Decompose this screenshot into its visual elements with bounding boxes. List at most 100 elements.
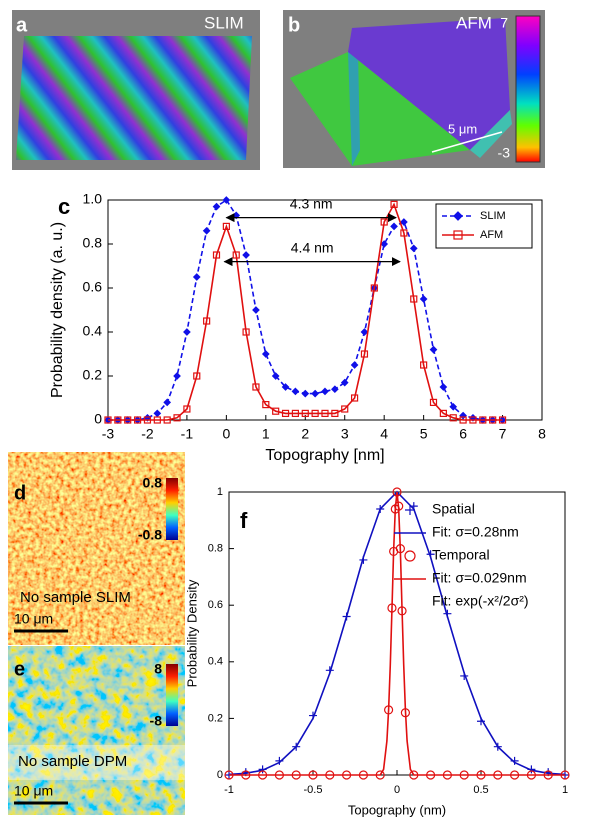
y-axis-label: Probability Density — [184, 579, 199, 687]
marker — [212, 251, 221, 259]
colorbar-label: -3 — [498, 145, 511, 161]
marker — [173, 414, 181, 422]
x-axis-label: Topography (nm) — [348, 802, 446, 817]
y-tick-label: 0.8 — [83, 235, 103, 251]
y-tick-label: 1.0 — [83, 191, 103, 207]
colorbar — [166, 478, 178, 540]
marker — [360, 350, 369, 358]
legend-label: AFM — [480, 229, 503, 241]
marker — [271, 372, 280, 380]
marker — [104, 416, 112, 424]
marker — [409, 244, 418, 253]
marker — [449, 402, 458, 411]
x-tick-label: -2 — [141, 426, 154, 442]
marker — [380, 240, 389, 248]
x-tick-label: 7 — [499, 426, 507, 442]
scale-label: 5 μm — [448, 121, 477, 136]
marker — [252, 383, 260, 391]
afm-edge — [470, 110, 512, 158]
marker — [469, 416, 477, 424]
colorbar-label: 0.8 — [143, 475, 163, 491]
marker — [321, 387, 329, 396]
x-tick-label: 6 — [459, 426, 467, 442]
panel-d: d 0.8 -0.8 No sample SLIM 10 μm — [8, 452, 185, 645]
legend-label: Fit: σ=0.28nm — [432, 524, 519, 540]
marker — [153, 416, 161, 424]
annotation-label: 4.4 nm — [291, 239, 334, 255]
x-tick-label: 0 — [222, 426, 230, 442]
scale-label: 10 μm — [14, 783, 53, 799]
y-tick-label: 0.2 — [208, 712, 223, 724]
y-tick-label: 1 — [217, 486, 223, 498]
y-tick-label: 0.4 — [83, 323, 103, 339]
marker — [350, 394, 359, 402]
colorbar — [166, 664, 178, 726]
x-tick-label: 1 — [562, 784, 568, 796]
marker — [390, 222, 398, 231]
marker — [291, 387, 300, 396]
marker — [429, 345, 438, 354]
marker — [272, 407, 280, 415]
afm-surface-low — [290, 52, 470, 166]
marker — [252, 306, 260, 314]
x-tick-label: 0 — [394, 784, 400, 796]
y-tick-label: 0.6 — [208, 599, 223, 611]
colorbar-label: -8 — [150, 713, 163, 729]
legend-label: Temporal — [432, 547, 490, 563]
marker — [311, 389, 319, 398]
marker — [331, 385, 339, 394]
x-tick-label: 1 — [262, 426, 270, 442]
x-tick-label: -1 — [224, 784, 234, 796]
marker — [429, 398, 438, 406]
marker — [222, 222, 230, 230]
marker — [202, 226, 211, 235]
slim-noise-image — [8, 452, 185, 645]
legend-box — [435, 203, 533, 249]
x-tick-label: 5 — [420, 426, 428, 442]
panel-e: e 8 -8 No sample DPM 10 μm — [8, 646, 185, 815]
marker — [459, 411, 467, 420]
legend-label: Fit: σ=0.029nm — [432, 570, 527, 586]
y-tick-label: 0.8 — [208, 543, 223, 555]
marker — [341, 405, 349, 413]
x-tick-label: 8 — [538, 426, 546, 442]
marker — [390, 200, 398, 208]
y-axis-label: Probability density (a. u.) — [49, 222, 66, 398]
y-tick-label: 0.6 — [83, 279, 103, 295]
marker — [301, 389, 310, 398]
afm-step — [348, 50, 360, 166]
series-line — [229, 491, 565, 776]
annotation-label: 4.3 nm — [290, 195, 333, 211]
y-tick-label: 0 — [217, 769, 223, 781]
marker — [124, 416, 132, 424]
marker — [173, 372, 181, 380]
legend-marker — [404, 550, 416, 562]
scale-arrow — [431, 131, 503, 153]
marker — [163, 416, 171, 424]
panel-label: d — [14, 482, 26, 504]
scale-label: 10 μm — [14, 611, 53, 627]
marker — [153, 409, 162, 418]
marker — [449, 414, 457, 422]
marker — [222, 196, 231, 204]
marker — [419, 295, 428, 303]
colorbar-label: 8 — [154, 661, 162, 677]
marker — [489, 416, 497, 424]
legend-marker — [453, 230, 463, 240]
marker — [281, 409, 290, 417]
marker — [183, 328, 191, 336]
marker — [479, 416, 487, 424]
marker — [143, 416, 152, 424]
x-tick-label: 3 — [341, 426, 349, 442]
marker — [439, 383, 448, 391]
marker — [331, 409, 339, 417]
image-title: SLIM — [204, 13, 244, 32]
marker — [420, 361, 428, 369]
image-caption: No sample SLIM — [20, 589, 131, 606]
legend-label: Spatial — [432, 501, 475, 517]
marker — [242, 328, 250, 336]
marker — [261, 350, 270, 358]
